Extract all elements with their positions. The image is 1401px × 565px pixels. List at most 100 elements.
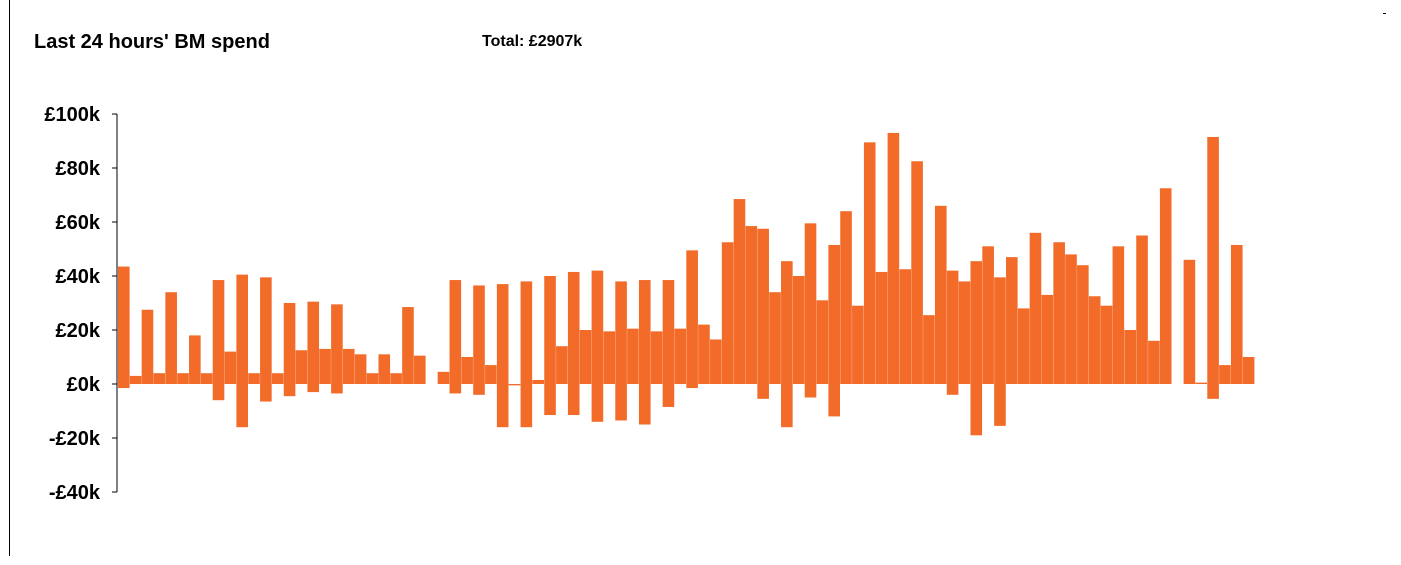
bar-positive: [437, 371, 450, 384]
bar-negative: [757, 384, 769, 399]
bar-positive: [698, 324, 710, 384]
bar-positive: [792, 276, 805, 384]
bar-positive: [212, 280, 225, 384]
bar-positive: [544, 276, 556, 384]
bar-positive: [319, 348, 331, 384]
bar-negative: [236, 384, 248, 428]
bar-positive: [473, 285, 485, 384]
bar-positive: [556, 346, 568, 384]
bar-positive: [520, 281, 533, 384]
bar-positive: [1041, 294, 1054, 384]
y-tick-label: £100k: [44, 104, 100, 126]
bar-positive: [1207, 136, 1219, 384]
bar-negative: [946, 384, 959, 395]
bar-positive: [591, 270, 604, 384]
bar-positive: [816, 300, 829, 384]
bar-positive: [496, 284, 509, 384]
y-tick-label: £40k: [56, 266, 101, 288]
y-axis: £100k £80k £60k £40k £20k £0k -£20k -£40k: [44, 104, 118, 504]
y-tick-label: £20k: [56, 320, 101, 342]
bar-negative: [662, 384, 675, 407]
bar-positive: [1159, 188, 1172, 384]
y-tick-label: -£20k: [49, 428, 101, 450]
bar-positive: [461, 357, 473, 384]
bar-negative: [567, 384, 580, 416]
bar-positive: [757, 228, 769, 384]
bar-positive: [804, 223, 817, 384]
y-tick-label: £60k: [56, 212, 101, 234]
bar-positive: [958, 281, 971, 384]
bar-negative: [508, 384, 521, 386]
chart-title: Last 24 hours' BM spend: [34, 31, 270, 53]
bar-negative: [544, 384, 556, 416]
bar-positive: [1136, 235, 1148, 384]
bar-positive: [153, 373, 166, 384]
bar-positive: [366, 373, 379, 384]
bar-positive: [650, 331, 663, 384]
bar-positive: [390, 373, 402, 384]
bar-positive: [1053, 242, 1065, 384]
bar-positive: [579, 330, 592, 384]
bar-positive: [923, 315, 935, 384]
bar-positive: [674, 328, 687, 384]
bar-positive: [414, 355, 426, 384]
bar-positive: [1029, 232, 1042, 384]
bar-positive: [769, 292, 781, 384]
bar-positive: [828, 244, 840, 384]
bar-negative: [615, 384, 627, 421]
bar-positive: [1065, 254, 1077, 384]
bar-negative: [994, 384, 1006, 426]
bar-negative: [260, 384, 272, 402]
bar-positive: [733, 199, 746, 384]
bar-positive: [745, 226, 758, 384]
bar-positive: [863, 142, 876, 384]
bar-positive: [603, 331, 616, 384]
bar-positive: [236, 274, 248, 384]
bar-positive: [1112, 246, 1125, 384]
bar-negative: [804, 384, 817, 398]
bar-positive: [1195, 382, 1208, 384]
bar-positive: [781, 261, 793, 384]
bar-positive: [627, 328, 639, 384]
y-tick-label: £80k: [56, 158, 101, 180]
bar-positive: [1077, 265, 1089, 384]
bar-positive: [449, 280, 462, 384]
bar-positive: [946, 270, 959, 384]
bar-negative: [686, 384, 698, 389]
bar-positive: [934, 205, 947, 384]
bar-positive: [899, 269, 912, 384]
bar-positive: [165, 292, 177, 384]
bar-positive: [1183, 259, 1196, 384]
bar-negative: [496, 384, 509, 428]
y-tick-label: -£40k: [49, 482, 101, 504]
bar-positive: [887, 132, 900, 384]
bar-negative: [473, 384, 485, 395]
bar-positive: [615, 281, 627, 384]
bar-positive: [485, 365, 497, 384]
bar-positive: [1006, 257, 1018, 384]
bar-positive: [1242, 357, 1255, 384]
bar-positive: [260, 277, 272, 384]
bar-positive: [970, 261, 983, 384]
total-spend-label: Total: £2907k: [482, 33, 583, 50]
bar-positive: [248, 373, 260, 384]
bar-positive: [875, 271, 888, 384]
bar-negative: [638, 384, 651, 425]
bar-positive: [224, 351, 237, 384]
bar-positive: [1088, 296, 1101, 384]
bar-positive: [378, 354, 391, 384]
bar-negative: [828, 384, 840, 417]
y-tick-label: £0k: [67, 374, 101, 396]
bar-positive: [283, 303, 296, 384]
bar-positive: [342, 348, 355, 384]
bar-positive: [662, 280, 675, 384]
bar-positive: [307, 301, 320, 384]
bar-positive: [177, 373, 189, 384]
bar-negative: [1207, 384, 1219, 399]
bar-positive: [852, 305, 864, 384]
bar-negative: [331, 384, 343, 394]
bar-positive: [141, 309, 154, 384]
bar-positive: [331, 304, 343, 384]
bar-positive: [710, 339, 722, 384]
bar-positive: [200, 373, 213, 384]
